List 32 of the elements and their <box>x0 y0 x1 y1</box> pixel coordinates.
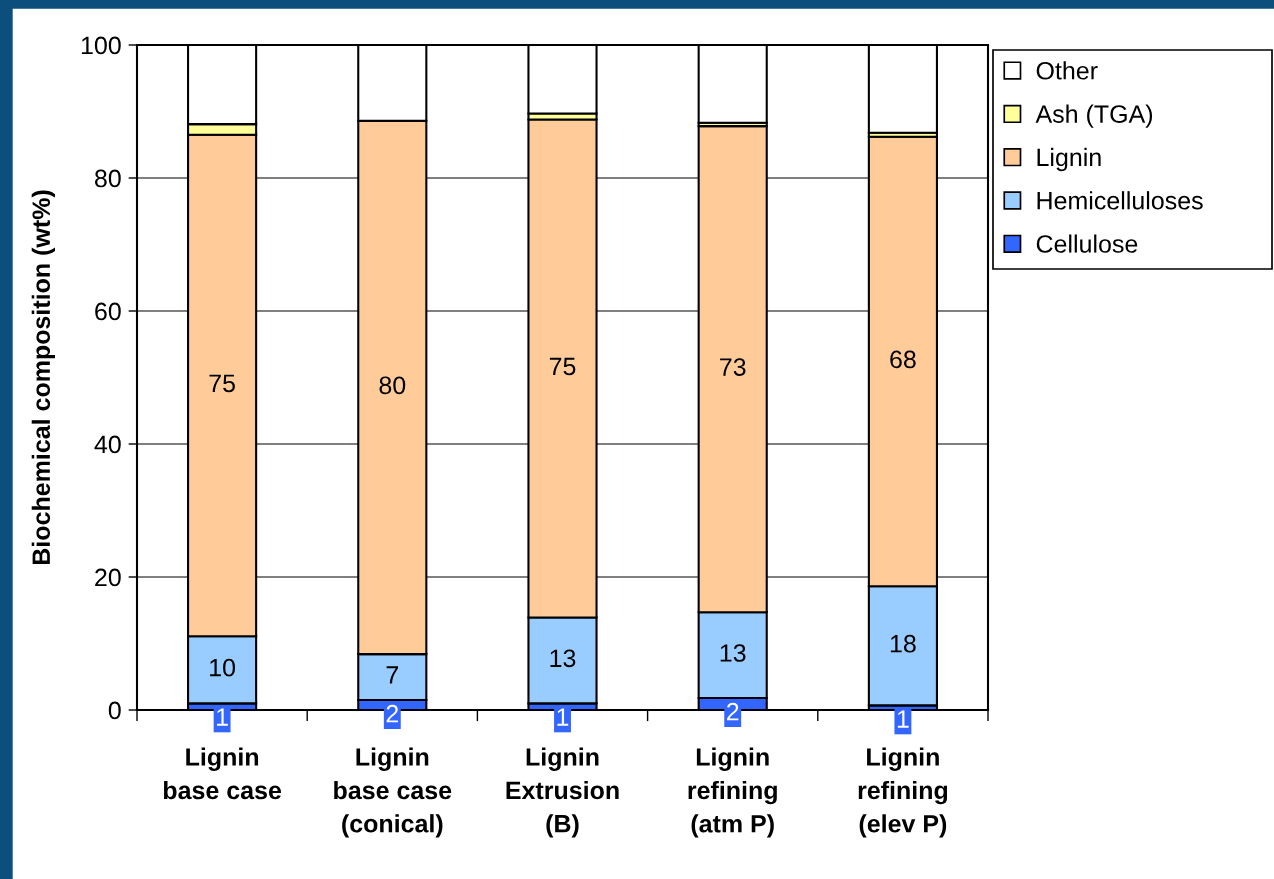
y-tick-label: 80 <box>95 169 121 188</box>
data-label: 80 <box>379 376 406 395</box>
x-tick-label: Lignin refining (elev P) <box>858 747 948 838</box>
legend-label: Lignin <box>1037 147 1101 172</box>
y-tick-label: 100 <box>81 36 121 55</box>
x-tick-label: Lignin base case <box>163 747 282 800</box>
y-tick-label: 60 <box>95 302 121 321</box>
data-label: 75 <box>209 374 235 393</box>
data-label: 75 <box>549 357 576 376</box>
legend-label: Hemicelluloses <box>1037 191 1203 210</box>
x-tick-label: Lignin refining (atm P) <box>688 747 777 838</box>
y-axis-title: Biochemical composition (wt%) <box>31 190 56 565</box>
legend-label: Ash (TGA) <box>1035 104 1153 128</box>
legend-label: Cellulose <box>1036 234 1138 253</box>
data-label: 1 <box>217 708 228 726</box>
data-label: 68 <box>890 350 916 369</box>
data-label: 13 <box>720 644 746 662</box>
data-label: 13 <box>550 649 576 668</box>
y-tick-label: 40 <box>94 435 121 454</box>
x-tick-label: Lignin base case (conical) <box>334 747 452 838</box>
data-label: 10 <box>210 658 236 677</box>
data-label: 2 <box>727 702 739 721</box>
legend-label: Other <box>1036 61 1098 80</box>
data-label: 1 <box>897 710 909 728</box>
x-tick-label: Lignin Extrusion (B) <box>506 747 619 838</box>
data-label: 7 <box>386 666 398 684</box>
y-tick-label: 20 <box>95 568 121 587</box>
data-label: 18 <box>890 634 916 653</box>
data-label: 1 <box>557 708 569 726</box>
y-tick-label: 0 <box>108 701 121 720</box>
data-label: 73 <box>720 358 746 376</box>
data-label: 2 <box>386 704 398 723</box>
